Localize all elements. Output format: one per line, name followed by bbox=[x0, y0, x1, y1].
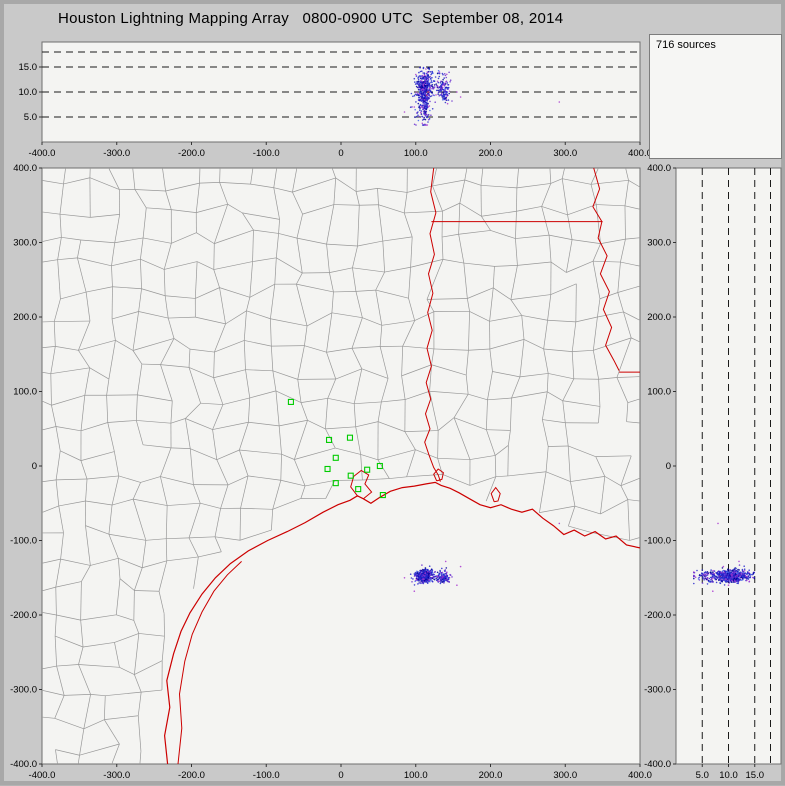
ns-tick-label: -400.0 bbox=[644, 759, 671, 770]
ns-tick-label: 400.0 bbox=[647, 163, 671, 174]
alt-tick-label: 15.0 bbox=[19, 62, 38, 73]
plan-view-panel: -400.0 -300.0 -200.0 -100.0 0 100.0 200.0 300.0… bbox=[8, 162, 644, 786]
ew-tick-label: 100.0 bbox=[404, 770, 428, 781]
ns-tick-label: 400.0 bbox=[13, 163, 37, 174]
ns-tick-label: -200.0 bbox=[10, 610, 37, 621]
ns-tick-label: -200.0 bbox=[644, 610, 671, 621]
ew-tick-label: 200.0 bbox=[479, 770, 503, 781]
ew-tick-label: -100.0 bbox=[253, 148, 280, 159]
alt-tick-label: 15.0 bbox=[746, 770, 765, 781]
ew-tick-label: 0 bbox=[338, 770, 343, 781]
ew-tick-label: -300.0 bbox=[103, 770, 130, 781]
ns-tick-label: 200.0 bbox=[647, 312, 671, 323]
ew-tick-label: -200.0 bbox=[178, 770, 205, 781]
ns-tick-label: -300.0 bbox=[644, 685, 671, 696]
ew-tick-label: 0 bbox=[338, 148, 343, 159]
ns-tick-label: 300.0 bbox=[13, 238, 37, 249]
alt-tick-label: 10.0 bbox=[19, 87, 38, 98]
ew-tick-label: -400.0 bbox=[29, 770, 56, 781]
ew-tick-label: 300.0 bbox=[553, 770, 577, 781]
ns-tick-label: 100.0 bbox=[647, 387, 671, 398]
ns-tick-label: -100.0 bbox=[644, 536, 671, 547]
ew-tick-label: -300.0 bbox=[103, 148, 130, 159]
ew-tick-label: -400.0 bbox=[29, 148, 56, 159]
sources-count-box: 716 sources bbox=[649, 34, 782, 159]
ns-tick-label: 200.0 bbox=[13, 312, 37, 323]
alt-tick-label: 5.0 bbox=[24, 112, 37, 123]
ew-tick-label: 300.0 bbox=[553, 148, 577, 159]
page-title: Houston Lightning Mapping Array 0800-090… bbox=[58, 10, 563, 27]
ns-tick-label: 300.0 bbox=[647, 238, 671, 249]
ns-tick-label: -100.0 bbox=[10, 536, 37, 547]
alt-tick-label: 5.0 bbox=[696, 770, 709, 781]
altitude-ns-panel: 5.0 10.0 15.0 400.0 300.0 200.0 100.0 0 -100.0 -2… bbox=[646, 162, 785, 786]
ns-tick-label: 100.0 bbox=[13, 387, 37, 398]
ew-tick-label: 100.0 bbox=[404, 148, 428, 159]
ns-tick-label: 0 bbox=[666, 461, 671, 472]
alt-tick-label: 10.0 bbox=[719, 770, 738, 781]
plan-view-plot-area bbox=[42, 168, 640, 764]
ns-tick-label: -400.0 bbox=[10, 759, 37, 770]
ew-tick-label: -100.0 bbox=[253, 770, 280, 781]
ew-tick-label: 200.0 bbox=[479, 148, 503, 159]
ew-tick-label: -200.0 bbox=[178, 148, 205, 159]
altitude-ew-panel: 5.0 10.0 15.0 -400.0 -300.0 -200.0 -100.0 0 100.… bbox=[8, 32, 644, 162]
ns-tick-label: 0 bbox=[32, 461, 37, 472]
ns-tick-label: -300.0 bbox=[10, 685, 37, 696]
sources-count-label: 716 sources bbox=[656, 39, 716, 51]
